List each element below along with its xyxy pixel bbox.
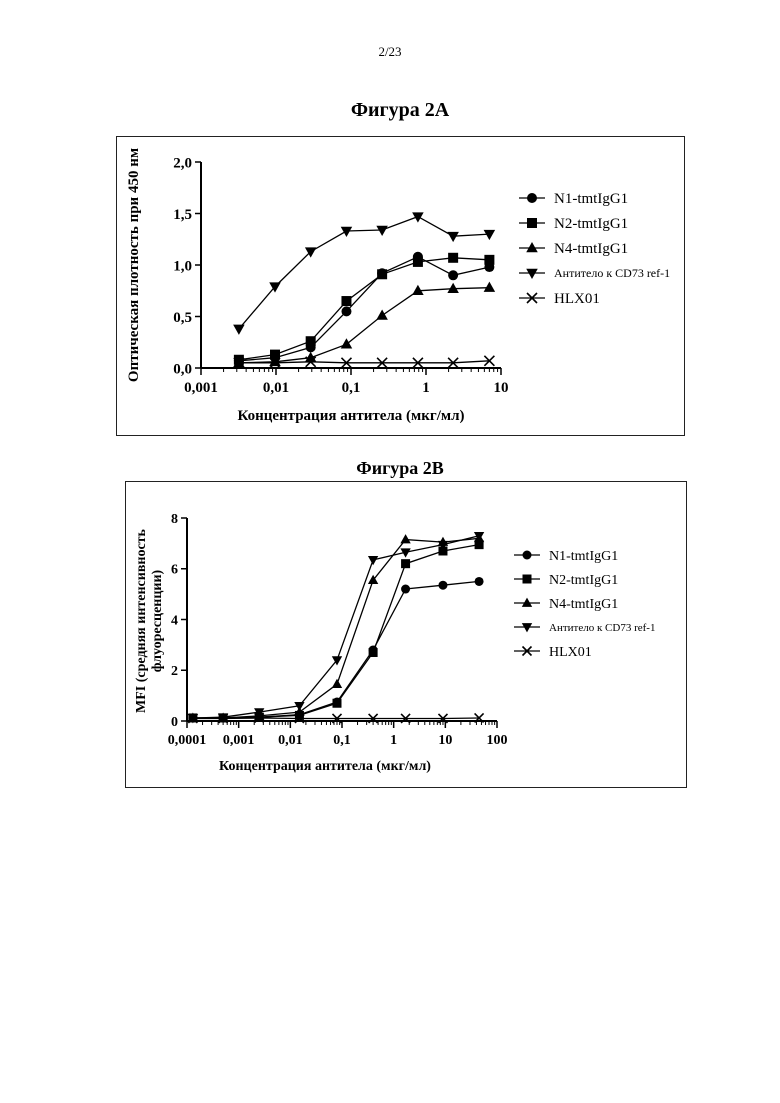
x-tick-label: 100 — [487, 733, 508, 748]
series-line-n1-tmtigg1 — [193, 581, 479, 718]
legend-label-n4-tmtigg1: N4-tmtIgG1 — [554, 241, 628, 257]
data-point-n4-tmtigg1 — [341, 338, 353, 348]
data-point-n1-tmtigg1 — [448, 270, 458, 280]
data-point-n2-tmtigg1 — [413, 257, 423, 267]
x-axis-label: Концентрация антитела (мкг/мл) — [219, 759, 431, 774]
x-tick-label: 0,01 — [263, 380, 289, 396]
legend-marker-cd73-ref-1 — [522, 623, 532, 632]
data-point-cd73-ref-1 — [368, 556, 378, 565]
legend-label-hlx01: HLX01 — [554, 291, 600, 307]
legend-label-hlx01: HLX01 — [549, 645, 592, 660]
figure-2b-chart: 0,0001 0,001 0,01 0,1 1 10 100 0 2 4 6 8 Концентраци… — [125, 481, 687, 788]
legend-marker-cd73-ref-1 — [526, 269, 538, 279]
data-point-n4-tmtigg1 — [412, 285, 424, 295]
y-tick-label: 1,5 — [173, 207, 192, 223]
data-point-n4-tmtigg1 — [332, 679, 342, 688]
data-point-n4-tmtigg1 — [376, 309, 388, 319]
x-tick-label: 1 — [390, 733, 397, 748]
x-tick-label: 10 — [438, 733, 452, 748]
page-number: 2/23 — [0, 44, 780, 60]
data-point-n1-tmtigg1 — [438, 581, 447, 590]
data-point-n4-tmtigg1 — [484, 282, 496, 292]
figure-2b-title: Фигура 2В — [0, 458, 780, 479]
y-tick-label: 0 — [171, 715, 178, 730]
x-tick-label: 0,001 — [223, 733, 255, 748]
legend-label-cd73-ref-1: Антитело к CD73 ref-1 — [554, 266, 670, 280]
data-point-cd73-ref-1 — [447, 232, 459, 242]
figure-2a-chart: 0,001 0,01 0,1 1 10 0,0 0,5 1,0 1,5 2,0 Концентрац… — [116, 136, 685, 436]
legend-label-n1-tmtigg1: N1-tmtIgG1 — [554, 191, 628, 207]
series-line-n4-tmtigg1 — [193, 538, 479, 718]
x-tick-label: 1 — [422, 380, 430, 396]
data-point-cd73-ref-1 — [341, 227, 353, 237]
data-point-n4-tmtigg1 — [447, 283, 459, 293]
y-tick-label: 0,5 — [173, 310, 192, 326]
x-tick-label: 0,0001 — [168, 733, 207, 748]
x-tick-label: 0,001 — [184, 380, 218, 396]
y-axis-label: Оптическая плотность при 450 нм — [126, 148, 142, 382]
y-axis-label: флуоресценции) — [150, 569, 165, 672]
y-tick-label: 0,0 — [173, 361, 192, 377]
legend-marker-n4-tmtigg1 — [522, 598, 532, 607]
legend-marker-n1-tmtigg1 — [523, 551, 532, 560]
legend-marker-n2-tmtigg1 — [523, 575, 532, 584]
data-point-n4-tmtigg1 — [400, 534, 410, 543]
data-point-n1-tmtigg1 — [341, 306, 351, 316]
y-axis-label: MFI (средняя интенсивность — [134, 528, 149, 712]
legend-marker-n2-tmtigg1 — [527, 218, 537, 228]
data-point-n2-tmtigg1 — [401, 559, 410, 568]
y-tick-label: 2 — [171, 664, 178, 679]
legend-label-cd73-ref-1: Антитело к CD73 ref-1 — [549, 622, 655, 634]
legend-label-n2-tmtigg1: N2-tmtIgG1 — [554, 216, 628, 232]
x-tick-label: 0,01 — [278, 733, 303, 748]
figure-2a-title: Фигура 2А — [0, 99, 780, 122]
data-point-n2-tmtigg1 — [448, 253, 458, 263]
legend-marker-n4-tmtigg1 — [526, 242, 538, 252]
data-point-n2-tmtigg1 — [306, 336, 316, 346]
y-tick-label: 4 — [171, 613, 178, 628]
data-point-n2-tmtigg1 — [341, 296, 351, 306]
x-tick-label: 0,1 — [333, 733, 351, 748]
x-tick-label: 10 — [494, 380, 509, 396]
series-line-cd73-ref-1 — [193, 536, 479, 718]
y-tick-label: 1,0 — [173, 258, 192, 274]
legend-marker-n1-tmtigg1 — [527, 193, 537, 203]
y-tick-label: 6 — [171, 563, 178, 578]
series-line-n2-tmtigg1 — [193, 545, 479, 718]
data-point-cd73-ref-1 — [233, 325, 245, 335]
legend-label-n2-tmtigg1: N2-tmtIgG1 — [549, 573, 618, 588]
data-point-cd73-ref-1 — [376, 226, 388, 236]
y-tick-label: 2,0 — [173, 155, 192, 171]
data-point-n1-tmtigg1 — [475, 577, 484, 586]
legend-label-n1-tmtigg1: N1-tmtIgG1 — [549, 549, 618, 564]
x-axis-label: Концентрация антитела (мкг/мл) — [237, 408, 464, 424]
y-tick-label: 8 — [171, 512, 178, 527]
data-point-n2-tmtigg1 — [377, 269, 387, 279]
data-point-n1-tmtigg1 — [401, 585, 410, 594]
data-point-n2-tmtigg1 — [484, 255, 494, 265]
legend-label-n4-tmtigg1: N4-tmtIgG1 — [549, 597, 618, 612]
x-tick-label: 0,1 — [342, 380, 361, 396]
data-point-n2-tmtigg1 — [332, 699, 341, 708]
data-point-n2-tmtigg1 — [369, 648, 378, 657]
